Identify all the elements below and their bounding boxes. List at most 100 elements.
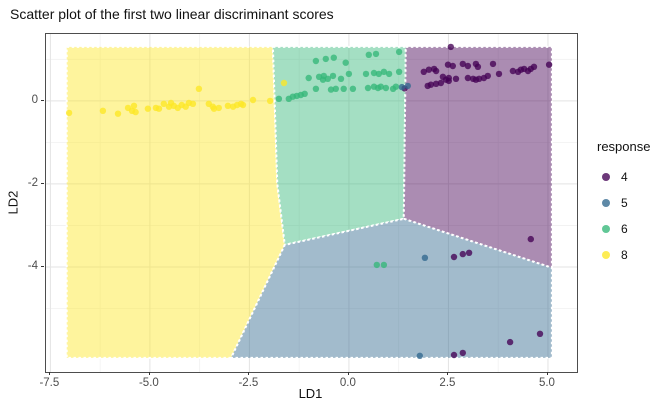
data-point-response-4: [509, 67, 517, 75]
x-tick-label: -2.5: [238, 377, 259, 389]
data-point-response-4: [420, 68, 427, 75]
legend-point-icon: [602, 251, 610, 259]
data-point-response-4: [475, 75, 483, 82]
data-point-response-4: [464, 74, 472, 82]
data-point-response-4: [474, 63, 482, 70]
legend-item-8: 8: [597, 242, 650, 268]
data-point-response-4: [452, 75, 460, 82]
data-point-response-4: [444, 61, 452, 68]
data-point-response-4: [425, 66, 433, 73]
legend-point-icon: [602, 225, 610, 233]
x-tick-mark: [49, 372, 51, 375]
data-point-response-4: [545, 61, 553, 68]
data-point-response-6: [342, 59, 349, 66]
data-point-response-4: [484, 72, 491, 80]
data-point-response-8: [249, 96, 257, 104]
legend-item-6: 6: [597, 216, 650, 242]
plot-panel: [45, 33, 578, 373]
data-point-response-6: [322, 55, 329, 63]
x-tick-mark: [546, 372, 548, 375]
data-point-response-6: [385, 70, 393, 78]
y-tick-mark: [41, 182, 44, 184]
data-point-response-4: [459, 250, 466, 258]
x-axis-title: LD1: [298, 386, 323, 401]
data-point-response-4: [432, 80, 440, 87]
data-point-response-6: [395, 48, 403, 56]
data-point-response-6: [362, 70, 370, 78]
data-point-response-8: [130, 102, 138, 110]
data-point-response-6: [305, 74, 312, 82]
data-point-response-4: [459, 60, 466, 68]
data-point-response-8: [99, 107, 107, 115]
data-point-response-6: [275, 95, 283, 102]
x-tick-mark: [248, 372, 250, 375]
data-point-response-4: [427, 81, 435, 88]
data-point-response-4: [506, 338, 514, 346]
data-point-response-6: [327, 86, 335, 93]
legend: response 4 5 6 8: [597, 139, 650, 268]
data-point-response-8: [210, 105, 218, 112]
legend-item-4: 4: [597, 164, 650, 190]
x-tick-label: 5.0: [538, 377, 555, 389]
y-tick-mark: [41, 99, 44, 101]
data-point-response-6: [380, 68, 388, 75]
data-point-response-6: [319, 76, 327, 83]
data-point-response-5: [398, 83, 406, 91]
x-tick-label: -7.5: [39, 377, 60, 389]
legend-title: response: [597, 139, 651, 154]
data-point-response-6: [340, 85, 347, 92]
data-point-response-6: [301, 90, 308, 97]
data-point-response-6: [373, 261, 380, 269]
x-tick-label: 2.5: [439, 377, 456, 389]
data-point-response-8: [215, 104, 222, 112]
x-tick-label: -5.0: [138, 377, 159, 389]
data-point-response-8: [132, 108, 139, 116]
data-point-response-6: [312, 85, 320, 92]
y-tick-mark: [41, 265, 44, 267]
data-point-response-4: [464, 62, 472, 70]
data-point-response-6: [365, 51, 372, 58]
data-point-response-8: [266, 97, 274, 105]
data-point-response-4: [465, 249, 473, 256]
legend-label: 6: [621, 222, 628, 236]
x-tick-label: 0.0: [339, 377, 356, 389]
data-point-response-8: [65, 109, 73, 117]
data-point-response-4: [450, 253, 458, 261]
data-point-response-4: [459, 349, 466, 357]
x-tick-mark: [148, 372, 150, 375]
legend-point-icon: [602, 173, 610, 181]
data-point-response-8: [144, 105, 152, 112]
y-tick-label: -2: [27, 176, 38, 189]
data-point-response-6: [380, 261, 388, 269]
data-point-response-8: [239, 101, 247, 109]
data-point-response-5: [416, 352, 423, 359]
y-tick-label: -4: [27, 259, 38, 272]
data-point-response-6: [370, 69, 378, 77]
data-point-response-4: [437, 79, 445, 87]
data-point-response-4: [489, 60, 497, 68]
data-point-response-8: [280, 79, 288, 87]
data-point-response-8: [160, 100, 167, 108]
data-point-response-8: [224, 102, 232, 110]
x-tick-mark: [347, 372, 349, 375]
data-point-response-5: [404, 82, 411, 90]
data-point-response-5: [421, 254, 429, 261]
data-point-response-4: [536, 330, 544, 337]
data-point-response-6: [332, 85, 339, 92]
data-point-response-8: [155, 105, 163, 112]
y-tick-label: 0: [31, 93, 38, 106]
data-point-response-6: [337, 75, 345, 82]
legend-point-icon: [602, 199, 610, 207]
data-point-response-6: [382, 84, 390, 92]
data-point-response-6: [392, 83, 400, 90]
data-point-response-6: [395, 68, 403, 75]
data-point-response-4: [530, 63, 538, 70]
data-point-response-6: [329, 72, 337, 80]
data-point-response-6: [312, 57, 320, 65]
data-point-response-6: [372, 50, 380, 58]
legend-label: 5: [621, 196, 628, 210]
data-point-response-4: [439, 73, 447, 80]
data-point-response-4: [447, 43, 454, 51]
data-point-response-6: [364, 84, 372, 92]
